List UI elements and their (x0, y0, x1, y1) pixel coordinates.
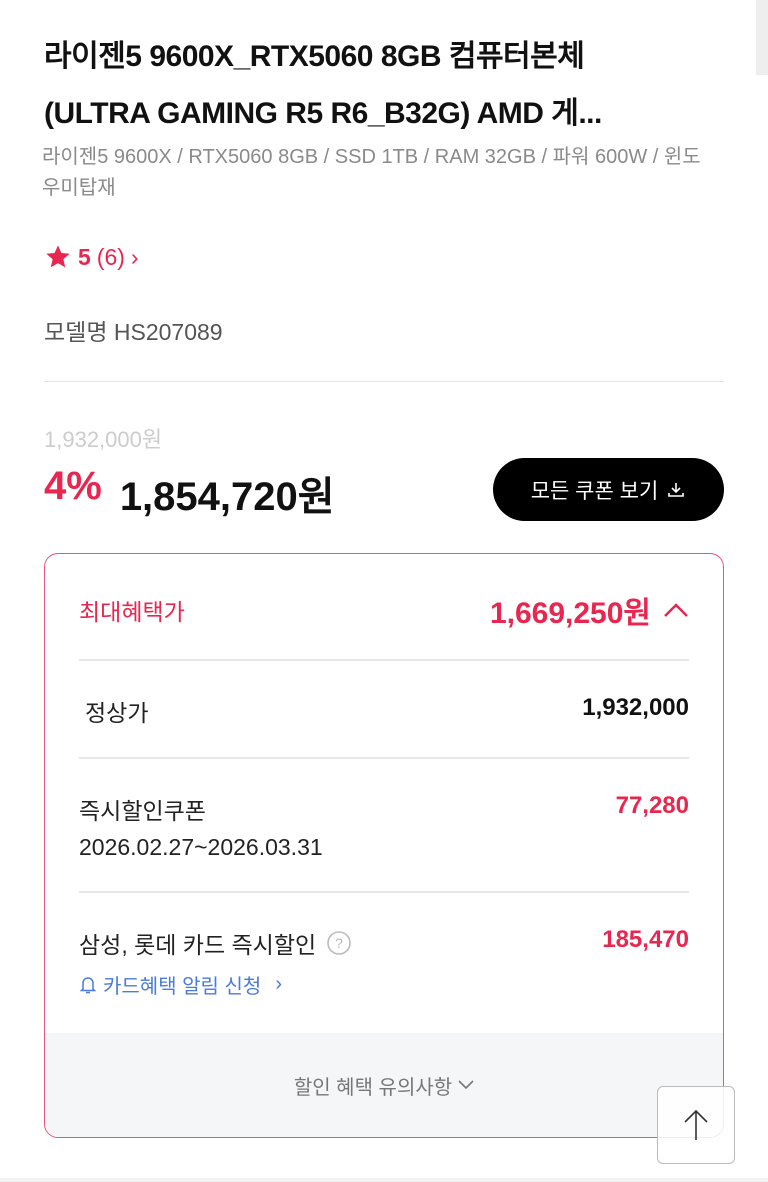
discount-notice-toggle[interactable]: 할인 혜택 유의사항 (45, 1033, 723, 1137)
rating-value: 5 (78, 243, 91, 270)
chevron-up-icon[interactable] (663, 602, 689, 618)
chevron-right-icon: › (275, 973, 282, 995)
divider (44, 381, 724, 382)
sale-price-row: 4% 1,854,720원 (44, 464, 335, 522)
max-benefit-label: 최대혜택가 (79, 599, 185, 625)
divider (79, 891, 689, 893)
product-subtitle: 라이젠5 9600X / RTX5060 8GB / SSD 1TB / RAM… (42, 146, 701, 199)
chevron-down-icon (458, 1080, 474, 1090)
discount-percent: 4% (44, 464, 102, 508)
original-price: 1,932,000원 (44, 427, 163, 452)
title-line-1: 라이젠5 9600X_RTX5060 8GB 컴퓨터본체 (44, 40, 585, 73)
max-benefit-value: 1,669,250원 (489, 597, 651, 630)
coupon-button-label: 모든 쿠폰 보기 (530, 479, 659, 503)
model-name: 모델명 HS207089 (44, 319, 223, 345)
notice-label: 할인 혜택 유의사항 (293, 1076, 453, 1099)
card-discount-value: 185,470 (602, 926, 689, 953)
regular-price-label: 정상가 (85, 700, 149, 726)
review-count: (6) (96, 243, 125, 270)
product-title: 라이젠5 9600X_RTX5060 8GB 컴퓨터본체 (ULTRA GAMI… (44, 28, 734, 142)
regular-price-value: 1,932,000 (582, 694, 689, 721)
chevron-right-icon: › (130, 243, 139, 270)
download-icon (668, 482, 685, 497)
title-line-2: (ULTRA GAMING R5 R6_B32G) AMD 게... (44, 97, 602, 130)
coupon-row: 즉시할인쿠폰 2026.02.27~2026.03.31 77,280 (79, 792, 689, 861)
card-discount-label: 삼성, 롯데 카드 즉시할인 (79, 932, 317, 958)
divider (79, 757, 689, 759)
sale-price: 1,854,720원 (119, 475, 335, 519)
coupon-value: 77,280 (615, 792, 689, 819)
regular-price-row: 정상가 1,932,000 (79, 694, 689, 728)
card-alert-link[interactable]: 카드혜택 알림 신청 › (79, 970, 689, 999)
card-alert-label: 카드혜택 알림 신청 (103, 976, 262, 998)
scrollbar[interactable] (756, 0, 768, 75)
divider (79, 659, 689, 661)
help-icon[interactable]: ? (326, 930, 352, 956)
card-discount-row: 삼성, 롯데 카드 즉시할인 ? 185,470 (79, 926, 689, 960)
benefit-panel: 최대혜택가 1,669,250원 정상가 1,932,000 즉시할인쿠폰 20… (44, 553, 724, 1138)
bell-icon (79, 976, 97, 993)
divider (0, 1178, 768, 1182)
rating-link[interactable]: 5 (6) › (44, 243, 139, 271)
max-benefit-row[interactable]: 최대혜택가 1,669,250원 (79, 588, 689, 632)
svg-text:?: ? (335, 935, 343, 951)
star-icon (46, 245, 70, 268)
view-all-coupons-button[interactable]: 모든 쿠폰 보기 (493, 458, 724, 521)
coupon-period: 2026.02.27~2026.03.31 (79, 834, 323, 860)
coupon-label: 즉시할인쿠폰 (79, 798, 206, 824)
scroll-to-top-button[interactable] (657, 1086, 735, 1164)
arrow-up-icon (684, 1109, 708, 1140)
